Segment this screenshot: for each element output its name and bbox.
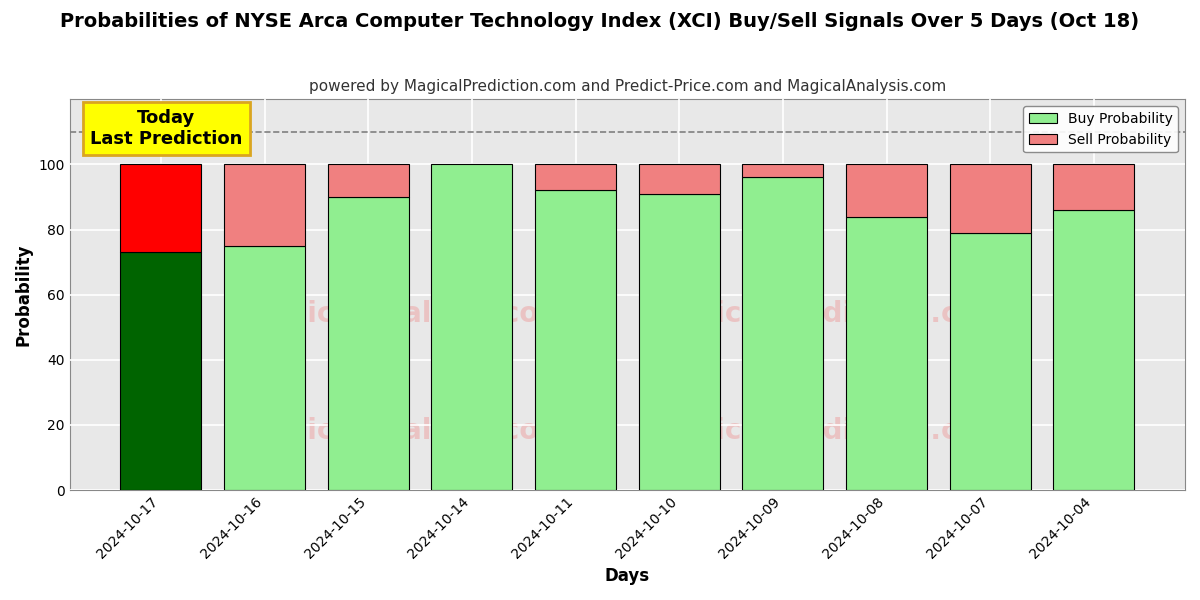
Bar: [638, 164, 720, 194]
Bar: [949, 233, 1031, 490]
X-axis label: Days: Days: [605, 567, 650, 585]
Bar: [224, 246, 305, 490]
Bar: [120, 253, 202, 490]
Bar: [535, 164, 616, 190]
Text: MagicalPrediction.com: MagicalPrediction.com: [650, 300, 1007, 328]
Bar: [120, 164, 202, 253]
Text: MagicalAnalysis.com: MagicalAnalysis.com: [241, 418, 568, 445]
Text: MagicalAnalysis.com: MagicalAnalysis.com: [241, 300, 568, 328]
Bar: [743, 178, 823, 490]
Bar: [846, 217, 926, 490]
Bar: [638, 194, 720, 490]
Text: MagicalPrediction.com: MagicalPrediction.com: [650, 418, 1007, 445]
Bar: [743, 164, 823, 178]
Bar: [1054, 164, 1134, 210]
Bar: [949, 164, 1031, 233]
Y-axis label: Probability: Probability: [14, 244, 34, 346]
Bar: [224, 164, 305, 246]
Title: powered by MagicalPrediction.com and Predict-Price.com and MagicalAnalysis.com: powered by MagicalPrediction.com and Pre…: [308, 79, 946, 94]
Legend: Buy Probability, Sell Probability: Buy Probability, Sell Probability: [1024, 106, 1178, 152]
Bar: [328, 164, 409, 197]
Bar: [1054, 210, 1134, 490]
Text: Today
Last Prediction: Today Last Prediction: [90, 109, 242, 148]
Bar: [846, 164, 926, 217]
Bar: [328, 197, 409, 490]
Bar: [535, 190, 616, 490]
Text: Probabilities of NYSE Arca Computer Technology Index (XCI) Buy/Sell Signals Over: Probabilities of NYSE Arca Computer Tech…: [60, 12, 1140, 31]
Bar: [432, 164, 512, 490]
